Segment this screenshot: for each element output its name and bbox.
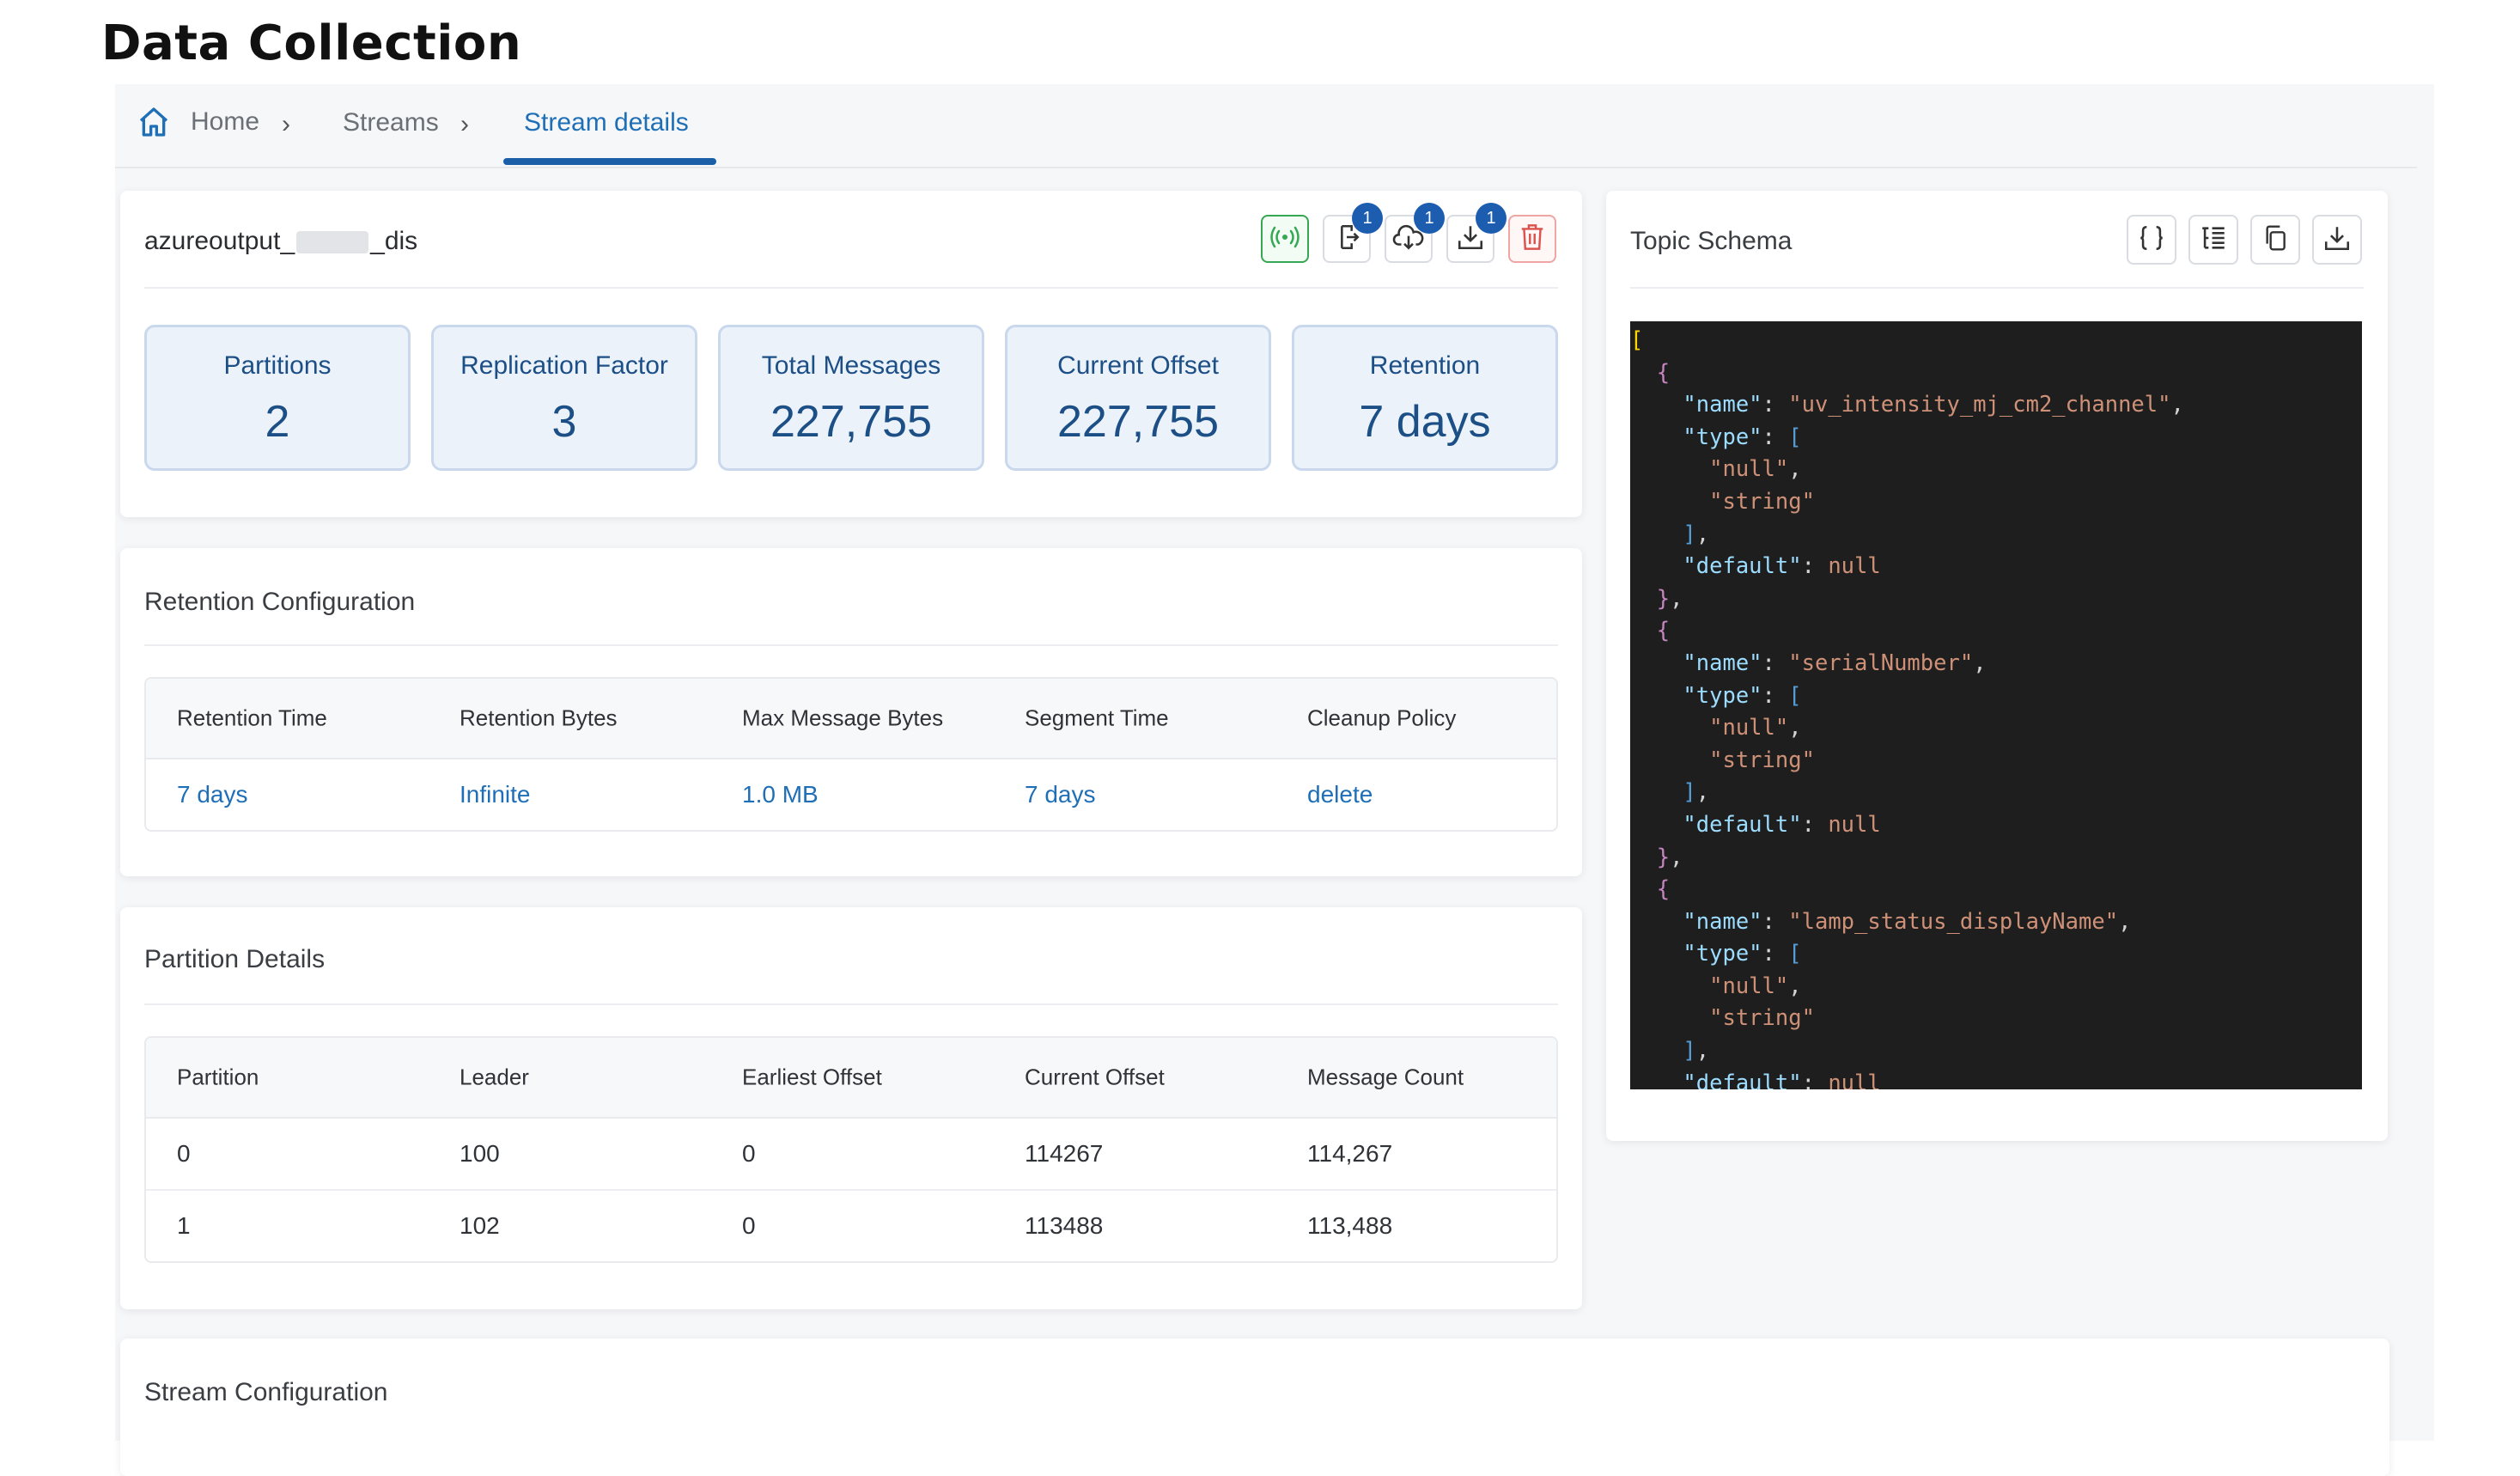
stat-replication-factor: Replication Factor 3: [431, 325, 697, 471]
stat-value: 7 days: [1359, 397, 1491, 447]
message-count: 113,488: [1307, 1212, 1393, 1239]
stat-partitions: Partitions 2: [144, 325, 411, 471]
column-header: Leader: [460, 1064, 529, 1090]
breadcrumb-home[interactable]: Home: [136, 105, 259, 139]
schema-code-view[interactable]: [ { "name": "uv_intensity_mj_cm2_channel…: [1630, 321, 2362, 1089]
download-badge: 1: [1476, 203, 1507, 234]
leader: 102: [460, 1212, 500, 1239]
column-header: Retention Time: [177, 704, 327, 731]
format-json-button[interactable]: [2127, 215, 2176, 265]
partition-table: Partition Leader Earliest Offset Current…: [144, 1036, 1558, 1263]
column-header: Partition: [177, 1064, 259, 1090]
cloud-download-button[interactable]: 1: [1385, 203, 1445, 263]
download-schema-button[interactable]: [2312, 215, 2362, 265]
chevron-right-icon: ›: [460, 110, 469, 138]
chevron-right-icon: ›: [282, 110, 290, 138]
stream-summary-card: azureoutput_ _dis 1 1 1: [120, 191, 1582, 517]
tree-list-icon: [2199, 223, 2228, 257]
message-count: 114,267: [1307, 1140, 1393, 1167]
divider: [144, 1003, 1558, 1005]
broadcast-icon: [1268, 224, 1302, 254]
retention-table: Retention Time Retention Bytes Max Messa…: [144, 677, 1558, 832]
partition-id: 0: [177, 1140, 191, 1167]
divider: [1630, 287, 2364, 289]
stat-total-messages: Total Messages 227,755: [718, 325, 984, 471]
download-icon: [1456, 223, 1485, 256]
stream-name-suffix: _dis: [370, 227, 418, 255]
breadcrumb-stream-details[interactable]: Stream details: [524, 108, 689, 137]
earliest-offset: 0: [742, 1212, 756, 1239]
segment-time-value[interactable]: 7 days: [1025, 781, 1096, 808]
export-icon: [1332, 223, 1361, 256]
schema-code: [ { "name": "uv_intensity_mj_cm2_channel…: [1630, 327, 2184, 1089]
stat-label: Partitions: [223, 351, 332, 380]
stat-value: 2: [265, 397, 290, 447]
home-icon: [136, 105, 172, 139]
page-title: Data Collection: [101, 15, 522, 71]
active-tab-indicator: [503, 158, 716, 165]
curly-braces-icon: [2137, 223, 2166, 257]
cloud-download-badge: 1: [1414, 203, 1445, 234]
column-header: Earliest Offset: [742, 1064, 882, 1090]
stream-name-prefix: azureoutput_: [144, 227, 295, 255]
column-header: Segment Time: [1025, 704, 1169, 731]
partition-id: 1: [177, 1212, 191, 1239]
table-row: 0 100 0 114267 114,267: [146, 1119, 1556, 1191]
max-message-bytes-value[interactable]: 1.0 MB: [742, 781, 819, 808]
current-offset: 113488: [1025, 1212, 1104, 1239]
leader: 100: [460, 1140, 500, 1167]
copy-icon: [2261, 223, 2289, 257]
stat-label: Replication Factor: [460, 351, 668, 380]
table-header: Retention Time Retention Bytes Max Messa…: [146, 679, 1556, 759]
table-row: 7 days Infinite 1.0 MB 7 days delete: [146, 759, 1556, 830]
table-row: 1 102 0 113488 113,488: [146, 1191, 1556, 1261]
column-header: Retention Bytes: [460, 704, 618, 731]
stat-current-offset: Current Offset 227,755: [1005, 325, 1271, 471]
stat-value: 227,755: [1057, 397, 1219, 447]
column-header: Message Count: [1307, 1064, 1464, 1090]
download-button[interactable]: 1: [1446, 203, 1507, 263]
stat-retention: Retention 7 days: [1292, 325, 1558, 471]
stream-config-title: Stream Configuration: [144, 1378, 388, 1406]
earliest-offset: 0: [742, 1140, 756, 1167]
cloud-download-icon: [1392, 223, 1425, 256]
stat-value: 3: [551, 397, 577, 447]
delete-button[interactable]: [1508, 215, 1556, 263]
trash-icon: [1519, 223, 1545, 256]
copy-button[interactable]: [2250, 215, 2300, 265]
breadcrumb: Home › Streams › Stream details: [115, 84, 2417, 168]
breadcrumb-home-label: Home: [191, 107, 260, 136]
partition-details-card: Partition Details Partition Leader Earli…: [120, 907, 1582, 1309]
stream-name: azureoutput_ _dis: [144, 227, 417, 256]
download-icon: [2322, 223, 2352, 257]
stat-label: Current Offset: [1057, 351, 1219, 380]
topic-schema-title: Topic Schema: [1630, 227, 1793, 255]
stat-value: 227,755: [770, 397, 932, 447]
redacted-text: [296, 231, 369, 254]
retention-time-value[interactable]: 7 days: [177, 781, 248, 808]
column-header: Max Message Bytes: [742, 704, 944, 731]
export-badge: 1: [1352, 203, 1383, 234]
column-header: Cleanup Policy: [1307, 704, 1457, 731]
retention-bytes-value[interactable]: Infinite: [460, 781, 531, 808]
current-offset: 114267: [1025, 1140, 1104, 1167]
stat-label: Retention: [1369, 351, 1481, 380]
tree-view-button[interactable]: [2188, 215, 2238, 265]
divider: [144, 644, 1558, 646]
stream-config-card: Stream Configuration: [120, 1339, 2389, 1476]
main-shell: Home › Streams › Stream details azureout…: [115, 84, 2434, 1476]
divider: [144, 287, 1558, 289]
retention-config-title: Retention Configuration: [144, 588, 416, 616]
export-button[interactable]: 1: [1323, 203, 1383, 263]
column-header: Current Offset: [1025, 1064, 1165, 1090]
breadcrumb-streams[interactable]: Streams: [343, 108, 439, 137]
live-stream-button[interactable]: [1261, 215, 1309, 263]
partition-details-title: Partition Details: [144, 945, 326, 973]
cleanup-policy-value[interactable]: delete: [1307, 781, 1373, 808]
table-header: Partition Leader Earliest Offset Current…: [146, 1038, 1556, 1119]
retention-config-card: Retention Configuration Retention Time R…: [120, 548, 1582, 876]
topic-schema-card: Topic Schema [ { "name": "uv_intensity_m…: [1606, 191, 2388, 1141]
stat-label: Total Messages: [761, 351, 941, 380]
